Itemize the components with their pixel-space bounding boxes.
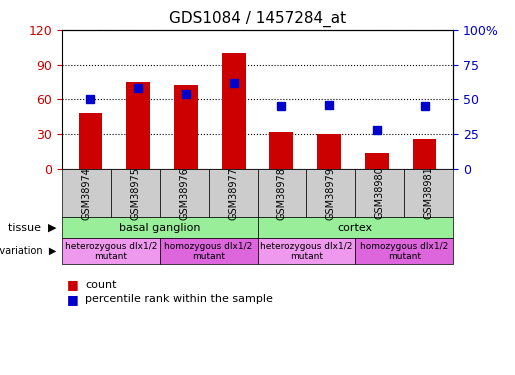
Text: GSM38979: GSM38979 bbox=[326, 166, 336, 219]
Text: ■: ■ bbox=[67, 279, 79, 291]
Bar bbox=[269, 132, 294, 169]
Bar bbox=[126, 82, 150, 169]
Text: heterozygous dlx1/2
mutant: heterozygous dlx1/2 mutant bbox=[64, 242, 157, 261]
Bar bbox=[365, 153, 389, 169]
Text: GSM38974: GSM38974 bbox=[81, 166, 91, 219]
Text: tissue  ▶: tissue ▶ bbox=[8, 223, 57, 233]
Text: homozygous dlx1/2
mutant: homozygous dlx1/2 mutant bbox=[164, 242, 253, 261]
Text: genotype/variation  ▶: genotype/variation ▶ bbox=[0, 246, 57, 256]
Text: GSM38981: GSM38981 bbox=[424, 167, 434, 219]
Text: GSM38978: GSM38978 bbox=[277, 166, 287, 219]
Text: heterozygous dlx1/2
mutant: heterozygous dlx1/2 mutant bbox=[260, 242, 353, 261]
Bar bbox=[221, 53, 246, 169]
Text: ■: ■ bbox=[67, 293, 79, 306]
Bar bbox=[78, 113, 102, 169]
Text: cortex: cortex bbox=[338, 223, 373, 233]
Text: GSM38977: GSM38977 bbox=[228, 166, 238, 220]
Title: GDS1084 / 1457284_at: GDS1084 / 1457284_at bbox=[169, 11, 346, 27]
Text: basal ganglion: basal ganglion bbox=[119, 223, 200, 233]
Text: homozygous dlx1/2
mutant: homozygous dlx1/2 mutant bbox=[360, 242, 449, 261]
Text: count: count bbox=[85, 280, 116, 290]
Bar bbox=[174, 86, 198, 169]
Text: GSM38980: GSM38980 bbox=[375, 167, 385, 219]
Text: GSM38975: GSM38975 bbox=[130, 166, 140, 220]
Text: GSM38976: GSM38976 bbox=[179, 166, 189, 219]
Text: percentile rank within the sample: percentile rank within the sample bbox=[85, 294, 273, 304]
Bar bbox=[413, 139, 437, 169]
Bar bbox=[317, 134, 341, 169]
